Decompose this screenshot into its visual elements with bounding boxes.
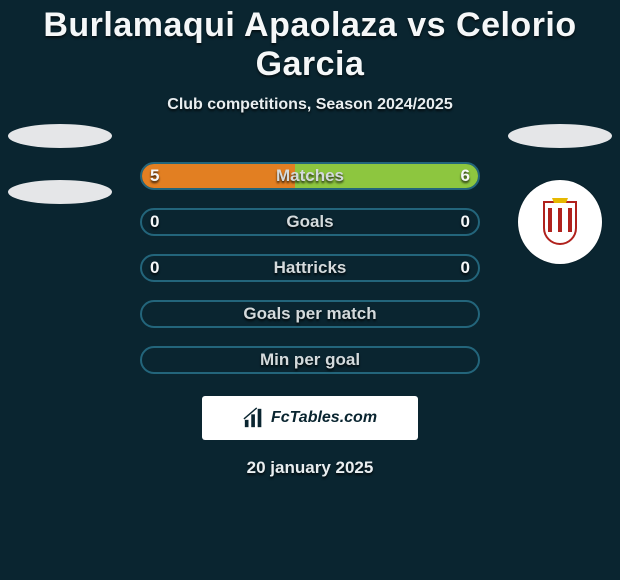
subtitle: Club competitions, Season 2024/2025 [0, 96, 620, 114]
date: 20 january 2025 [0, 458, 620, 478]
brand-text: FcTables.com [271, 409, 377, 427]
bar-track [140, 346, 480, 374]
stat-value-right: 0 [461, 208, 470, 236]
bar-left-fill [142, 164, 295, 188]
page-title: Burlamaqui Apaolaza vs Celorio Garcia [0, 0, 620, 84]
avatar-placeholder [8, 124, 112, 148]
avatar-placeholder [508, 124, 612, 148]
stat-row: Matches56 [0, 158, 620, 204]
bar-right-fill [295, 164, 478, 188]
stat-value-right: 6 [461, 162, 470, 190]
stat-row: Goals per match [0, 296, 620, 342]
brand-box: FcTables.com [202, 396, 418, 440]
bar-track [140, 162, 480, 190]
bar-track [140, 300, 480, 328]
bar-chart-icon [243, 407, 265, 429]
stat-value-left: 0 [150, 208, 159, 236]
stat-value-left: 5 [150, 162, 159, 190]
stat-row: Hattricks00 [0, 250, 620, 296]
stat-value-right: 0 [461, 254, 470, 282]
bar-track [140, 208, 480, 236]
bar-track [140, 254, 480, 282]
stat-row: Goals00 [0, 204, 620, 250]
stat-rows: Matches56Goals00Hattricks00Goals per mat… [0, 158, 620, 388]
stat-value-left: 0 [150, 254, 159, 282]
stat-row: Min per goal [0, 342, 620, 388]
